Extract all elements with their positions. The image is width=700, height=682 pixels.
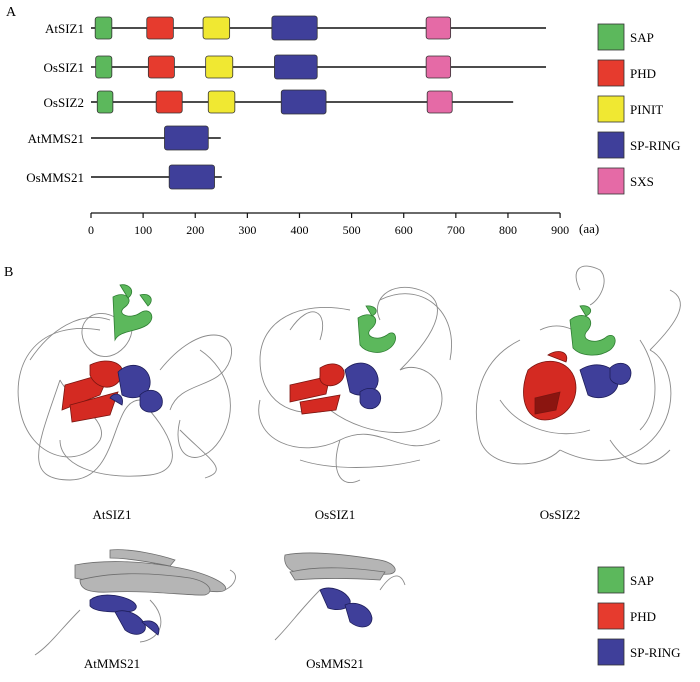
domain-sp-ring	[271, 15, 318, 41]
legend-label: SAP	[630, 30, 654, 45]
panel-b-label: B	[4, 265, 13, 280]
axis-tick-label: 200	[186, 223, 204, 237]
domain-sap	[95, 55, 113, 79]
protein-name: OsSIZ1	[44, 60, 84, 75]
panel-a-label: A	[6, 5, 17, 20]
legend-item-sap: SAP	[597, 23, 654, 51]
structure-render-ossiz1	[258, 286, 452, 483]
structure-render-ossiz2	[475, 265, 681, 465]
legend-label: SP-RING	[630, 645, 681, 660]
domain-sap	[94, 16, 113, 40]
length-axis: 0 100 200 300 400 500 600 700 800 900	[88, 212, 569, 237]
axis-tick-label: 600	[395, 223, 413, 237]
axis-unit-label: (aa)	[579, 221, 599, 236]
structure-name-atsiz1: AtSIZ1	[93, 507, 132, 522]
domain-sp-ring	[280, 89, 327, 115]
legend-swatch	[597, 638, 625, 666]
structure-render-osmms21	[274, 552, 406, 641]
domain-pinit	[207, 90, 236, 114]
axis-tick-label: 700	[447, 223, 465, 237]
protein-name: OsMMS21	[26, 170, 84, 185]
legend-label: SXS	[630, 174, 654, 189]
domain-sp-ring	[168, 164, 215, 190]
legend-swatch	[597, 602, 625, 630]
domain-sap	[96, 90, 114, 114]
domain-phd	[147, 55, 175, 79]
legend-item-sxs: SXS	[597, 167, 654, 195]
legend-swatch	[597, 95, 625, 123]
legend-item-sap: SAP	[597, 566, 654, 594]
axis-tick-label: 0	[88, 223, 94, 237]
axis-tick-label: 100	[134, 223, 152, 237]
protein-row-atmms21: AtMMS21	[28, 125, 221, 151]
legend-item-sp-ring: SP-RING	[597, 131, 681, 159]
domain-phd	[155, 90, 183, 114]
legend-label: PINIT	[630, 102, 663, 117]
legend-item-sp-ring: SP-RING	[597, 638, 681, 666]
legend-label: PHD	[630, 609, 656, 624]
legend-swatch	[597, 23, 625, 51]
protein-row-ossiz1: OsSIZ1	[44, 54, 547, 80]
structure-name-ossiz1: OsSIZ1	[315, 507, 355, 522]
axis-tick-label: 300	[238, 223, 256, 237]
legend-item-pinit: PINIT	[597, 95, 663, 123]
domain-sp-ring	[274, 54, 318, 80]
domain-architecture-rows: AtSIZ1 OsSIZ1 OsSIZ2 AtMMS21 OsMMS21	[26, 15, 547, 190]
structure-name-ossiz2: OsSIZ2	[540, 507, 580, 522]
structure-name-atmms21: AtMMS21	[84, 656, 140, 671]
domain-sp-ring	[164, 125, 209, 151]
legend-label: PHD	[630, 66, 656, 81]
domain-sxs	[425, 16, 452, 40]
structure-render-atsiz1	[17, 284, 232, 481]
protein-name: AtMMS21	[28, 131, 84, 146]
protein-row-atsiz1: AtSIZ1	[45, 15, 547, 41]
legend-item-phd: PHD	[597, 59, 656, 87]
legend-swatch	[597, 59, 625, 87]
domain-legend-a: SAP PHD PINIT SP-RING SXS	[597, 23, 681, 195]
axis-tick-label: 800	[499, 223, 517, 237]
domain-legend-b: SAP PHD SP-RING	[597, 566, 681, 666]
axis-tick-label: 400	[290, 223, 308, 237]
legend-label: SAP	[630, 573, 654, 588]
legend-swatch	[597, 566, 625, 594]
domain-sxs	[426, 90, 453, 114]
legend-swatch	[597, 167, 625, 195]
axis-tick-label: 900	[551, 223, 569, 237]
protein-name: OsSIZ2	[44, 95, 84, 110]
protein-row-osmms21: OsMMS21	[26, 164, 222, 190]
legend-item-phd: PHD	[597, 602, 656, 630]
domain-pinit	[205, 55, 234, 79]
domain-pinit	[202, 16, 231, 40]
axis-tick-label: 500	[343, 223, 361, 237]
legend-label: SP-RING	[630, 138, 681, 153]
structure-name-osmms21: OsMMS21	[306, 656, 364, 671]
domain-sxs	[425, 55, 452, 79]
structure-render-atmms21	[34, 549, 236, 656]
protein-name: AtSIZ1	[45, 21, 84, 36]
legend-swatch	[597, 131, 625, 159]
domain-phd	[146, 16, 174, 40]
protein-row-ossiz2: OsSIZ2	[44, 89, 514, 115]
